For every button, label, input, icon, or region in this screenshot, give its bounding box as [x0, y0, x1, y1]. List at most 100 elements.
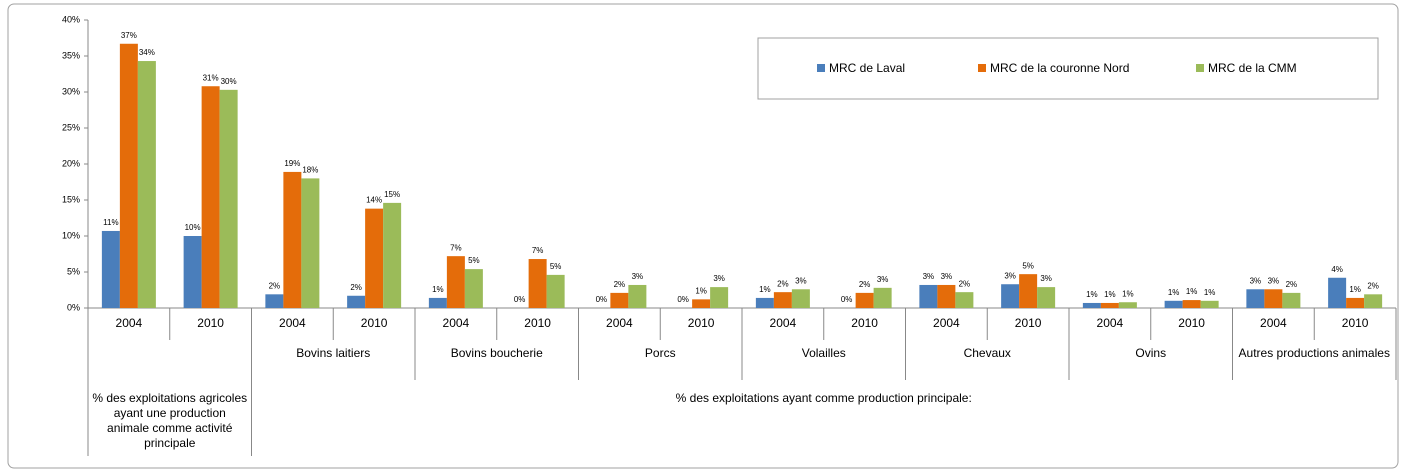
group-label: Bovins boucherie: [450, 346, 543, 360]
value-label: 2%: [1286, 280, 1298, 289]
bar: [773, 292, 792, 308]
x-tick-label: 2010: [524, 316, 551, 330]
y-tick-label: 5%: [67, 266, 80, 276]
group-label: Ovins: [1135, 346, 1167, 360]
group-title: % des exploitations ayant comme producti…: [675, 391, 972, 405]
value-label: 2%: [350, 283, 362, 292]
value-label: 5%: [468, 256, 480, 265]
x-tick-label: 2010: [1178, 316, 1205, 330]
value-label: 3%: [1004, 271, 1016, 280]
value-label: 2%: [959, 279, 971, 288]
bar: [692, 299, 711, 308]
bar: [265, 294, 284, 308]
y-tick-label: 40%: [62, 14, 80, 24]
value-label: 2%: [614, 280, 626, 289]
bar: [101, 230, 120, 308]
value-label: 30%: [221, 77, 237, 86]
bar: [137, 61, 156, 308]
value-label: 7%: [450, 243, 462, 252]
value-label: 1%: [432, 285, 444, 294]
x-tick-label: 2010: [361, 316, 388, 330]
bar: [365, 208, 384, 308]
y-tick-label: 0%: [67, 302, 80, 312]
value-label: 3%: [941, 272, 953, 281]
bar: [937, 284, 956, 308]
bar: [446, 256, 465, 308]
legend-swatch: [1196, 64, 1204, 72]
y-tick-label: 20%: [62, 158, 80, 168]
bar: [301, 178, 320, 308]
bar: [1019, 274, 1038, 308]
bar: [1182, 300, 1201, 308]
bar: [873, 287, 892, 308]
bar: [1200, 300, 1219, 308]
x-tick-label: 2004: [443, 316, 470, 330]
bar: [1082, 302, 1101, 308]
bar: [1264, 289, 1283, 308]
value-label: 3%: [795, 276, 807, 285]
value-label: 3%: [713, 274, 725, 283]
group-label: Porcs: [644, 346, 676, 360]
value-label: 1%: [1122, 289, 1134, 298]
value-label: 3%: [632, 272, 644, 281]
bar: [1164, 300, 1183, 308]
bar: [219, 89, 238, 308]
value-label: 3%: [923, 272, 935, 281]
bar: [755, 297, 774, 308]
bar: [1037, 287, 1056, 308]
value-label: 3%: [1268, 276, 1280, 285]
value-label: 3%: [1250, 276, 1262, 285]
value-label: 0%: [841, 295, 853, 304]
value-label: 3%: [877, 275, 889, 284]
x-tick-label: 2004: [770, 316, 797, 330]
bar: [428, 297, 447, 308]
value-label: 0%: [596, 295, 608, 304]
x-tick-label: 2004: [279, 316, 306, 330]
bar: [1364, 294, 1383, 308]
y-tick-label: 15%: [62, 194, 80, 204]
value-label: 1%: [1349, 285, 1361, 294]
group-label: Bovins laitiers: [296, 346, 371, 360]
x-tick-label: 2010: [851, 316, 878, 330]
x-tick-label: 2004: [933, 316, 960, 330]
group-label: Volailles: [801, 346, 846, 360]
value-label: 1%: [1168, 288, 1180, 297]
value-label: 2%: [859, 280, 871, 289]
x-tick-label: 2010: [688, 316, 715, 330]
value-label: 1%: [1186, 287, 1198, 296]
x-tick-label: 2004: [116, 316, 143, 330]
bar: [1346, 297, 1365, 308]
x-tick-label: 2010: [1342, 316, 1369, 330]
value-label: 18%: [302, 166, 318, 175]
value-label: 10%: [185, 223, 201, 232]
value-label: 31%: [203, 73, 219, 82]
bar: [791, 289, 810, 308]
bar: [1246, 289, 1265, 308]
x-tick-label: 2004: [1097, 316, 1124, 330]
y-tick-label: 25%: [62, 122, 80, 132]
group-label: % des exploitations agricoles ayant une …: [92, 391, 248, 450]
group-label: Chevaux: [963, 346, 1011, 360]
bar: [464, 269, 483, 308]
value-label: 3%: [1040, 274, 1052, 283]
legend-swatch: [817, 64, 825, 72]
value-label: 7%: [532, 246, 544, 255]
value-label: 14%: [366, 196, 382, 205]
value-label: 11%: [103, 218, 118, 227]
bar: [119, 43, 138, 308]
bar: [183, 236, 202, 308]
bar: [528, 259, 547, 308]
legend-label: MRC de la CMM: [1208, 61, 1297, 75]
bar: [855, 292, 874, 308]
bar: [383, 202, 402, 308]
x-tick-label: 2004: [606, 316, 633, 330]
value-label: 2%: [1367, 281, 1379, 290]
y-tick-label: 35%: [62, 50, 80, 60]
value-label: 5%: [1022, 261, 1034, 270]
value-label: 0%: [677, 295, 689, 304]
bar: [610, 292, 629, 308]
bar: [283, 171, 302, 308]
bar: [1328, 277, 1347, 308]
group-label: Autres productions animales: [1238, 346, 1390, 360]
